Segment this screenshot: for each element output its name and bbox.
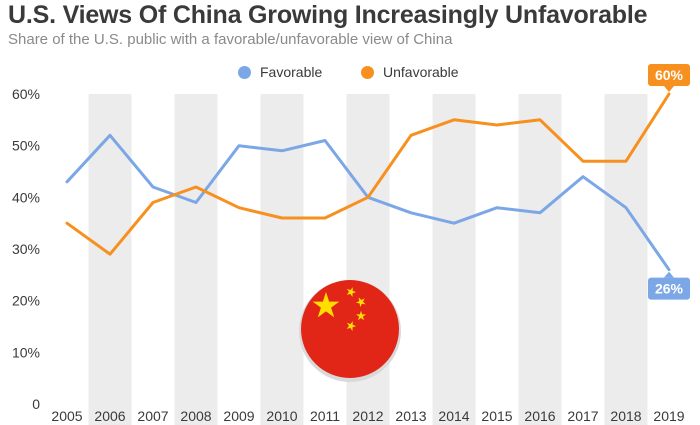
x-tick-label: 2005 <box>51 408 82 424</box>
flag-star-small <box>346 321 357 331</box>
column-band <box>174 94 218 425</box>
y-tick-label: 20% <box>12 293 40 309</box>
x-tick-label: 2006 <box>94 408 125 424</box>
column-band <box>432 94 476 425</box>
x-tick-label: 2008 <box>180 408 211 424</box>
y-tick-label: 30% <box>12 241 40 257</box>
chart-subtitle: Share of the U.S. public with a favorabl… <box>8 31 453 48</box>
column-band <box>518 94 562 425</box>
column-band <box>88 94 132 425</box>
end-label-favorable: 26% <box>648 271 690 300</box>
flag-star-small <box>355 297 366 308</box>
x-tick-label: 2007 <box>137 408 168 424</box>
y-tick-label: 60% <box>12 86 40 102</box>
end-label-box <box>648 64 690 86</box>
flag-disc <box>301 280 399 378</box>
legend-item-favorable[interactable]: Favorable <box>238 64 322 80</box>
legend-swatch-unfavorable <box>361 65 374 79</box>
x-tick-label: 2012 <box>352 408 383 424</box>
end-label-box <box>648 277 690 300</box>
y-tick-label: 10% <box>12 344 40 360</box>
x-tick-label: 2019 <box>653 408 684 424</box>
end-label-pointer <box>664 271 674 278</box>
china-flag-icon <box>299 280 401 382</box>
legend-swatch-favorable <box>238 65 251 79</box>
legend-label-unfavorable: Unfavorable <box>383 64 459 80</box>
x-tick-label: 2015 <box>481 408 512 424</box>
series-line-unfavorable <box>65 92 671 256</box>
x-tick-label: 2017 <box>567 408 598 424</box>
end-label-unfavorable: 60% <box>648 64 690 92</box>
end-label-text: 60% <box>655 67 684 83</box>
y-tick-label: 0 <box>32 396 40 412</box>
legend: Favorable Unfavorable <box>0 64 700 86</box>
x-tick-label: 2013 <box>395 408 426 424</box>
end-label-pointer <box>664 86 674 92</box>
legend-label-favorable: Favorable <box>260 64 323 80</box>
column-band <box>260 94 304 425</box>
y-tick-label: 50% <box>12 138 40 154</box>
end-label-text: 26% <box>655 281 684 297</box>
flag-star-large <box>312 292 340 318</box>
flag-star-small <box>356 310 366 321</box>
chart-title: U.S. Views Of China Growing Increasingly… <box>8 1 648 29</box>
column-band <box>604 94 648 425</box>
x-tick-label: 2018 <box>610 408 641 424</box>
y-tick-label: 40% <box>12 189 40 205</box>
x-tick-label: 2009 <box>223 408 254 424</box>
x-tick-label: 2016 <box>524 408 555 424</box>
x-tick-label: 2014 <box>438 408 469 424</box>
x-tick-label: 2010 <box>266 408 297 424</box>
legend-item-unfavorable[interactable]: Unfavorable <box>361 64 459 80</box>
flag-star-small <box>346 287 357 297</box>
x-tick-label: 2011 <box>310 408 340 424</box>
